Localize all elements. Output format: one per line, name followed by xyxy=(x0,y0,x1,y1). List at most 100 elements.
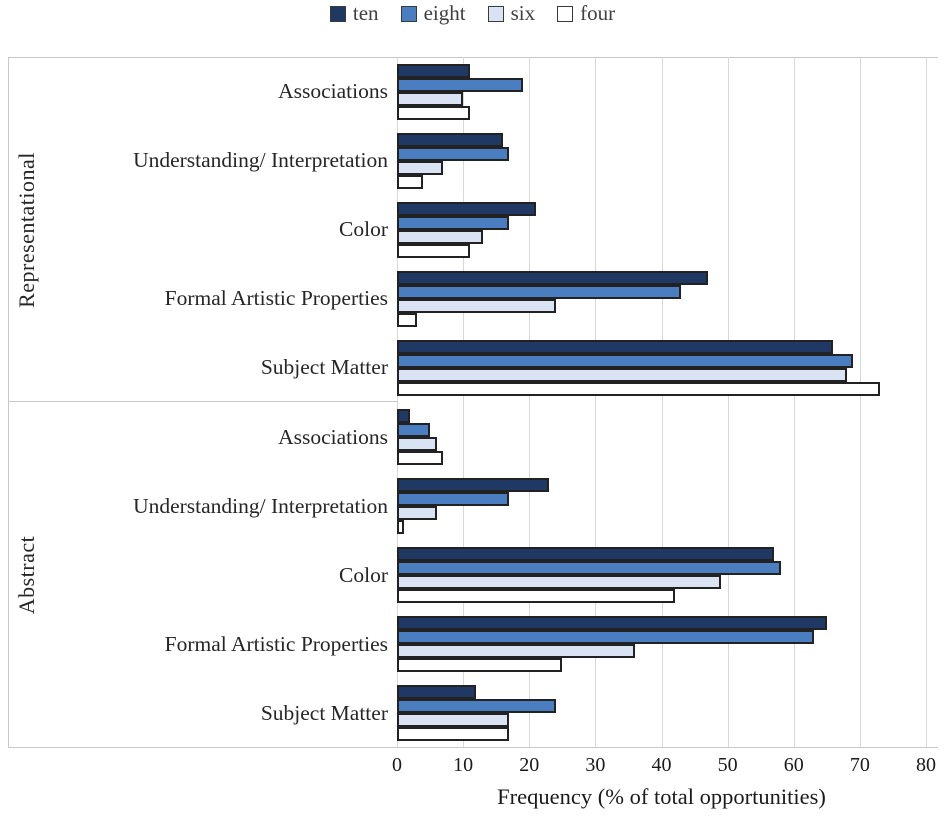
section-representational: Representational Associations Understandin… xyxy=(8,57,926,403)
plot-bottom-border xyxy=(8,747,938,748)
bar-eight xyxy=(397,422,431,437)
chart-legend: ten eight six four xyxy=(0,3,945,24)
bar-eight xyxy=(397,492,510,507)
category-label: Subject Matter xyxy=(260,355,388,380)
group-axis-label: Representational xyxy=(14,151,39,308)
x-tick-label-20: 20 xyxy=(519,754,540,776)
bar-four xyxy=(397,727,510,742)
bar-ten xyxy=(397,63,470,78)
bar-cluster xyxy=(397,264,926,333)
bar-four xyxy=(397,312,417,327)
x-axis-title: Frequency (% of total opportunities) xyxy=(497,784,826,809)
bar-six xyxy=(397,436,437,451)
bar-group-row: Understanding/ Interpretation xyxy=(8,472,926,541)
bar-group-row: Subject Matter xyxy=(8,333,926,402)
bar-six xyxy=(397,160,444,175)
bar-ten xyxy=(397,339,834,354)
legend-label: six xyxy=(510,1,536,25)
bar-six xyxy=(397,91,464,106)
bar-eight xyxy=(397,353,854,368)
bar-ten xyxy=(397,478,550,493)
bar-eight xyxy=(397,284,682,299)
category-label: Formal Artistic Properties xyxy=(164,631,388,656)
bar-four xyxy=(397,520,404,535)
bar-ten xyxy=(397,616,827,631)
bar-six xyxy=(397,713,510,728)
bar-four xyxy=(397,450,444,465)
bar-six xyxy=(397,367,847,382)
x-tick-label-40: 40 xyxy=(651,754,672,776)
category-label: Associations xyxy=(278,424,388,449)
x-tick-label-0: 0 xyxy=(392,754,402,776)
bar-group-row: Color xyxy=(8,195,926,264)
bar-cluster xyxy=(397,333,926,402)
plot-left-border xyxy=(8,57,9,748)
section-abstract: Abstract Associations Understanding/ Inter… xyxy=(8,402,926,747)
x-tick-label-80: 80 xyxy=(916,754,936,776)
bar-ten xyxy=(397,132,503,147)
bar-group-row: Subject Matter xyxy=(8,679,926,748)
legend-label: eight xyxy=(423,1,466,25)
bar-group-row: Formal Artistic Properties xyxy=(8,610,926,679)
bar-ten xyxy=(397,408,411,423)
category-label: Subject Matter xyxy=(260,700,388,725)
x-tick-label-10: 10 xyxy=(453,754,474,776)
legend-item-eight: eight xyxy=(400,1,466,25)
bar-group-row: Color xyxy=(8,541,926,610)
bar-six xyxy=(397,506,437,521)
category-label: Color xyxy=(339,217,388,242)
category-sections: Representational Associations Understandin… xyxy=(8,57,926,748)
group-axis-label: Abstract xyxy=(14,535,39,615)
bar-cluster xyxy=(397,126,926,195)
bar-four xyxy=(397,174,424,189)
bar-ten xyxy=(397,685,477,700)
legend-swatch-eight xyxy=(400,5,417,22)
bar-four xyxy=(397,243,470,258)
bar-eight xyxy=(397,561,781,576)
bar-six xyxy=(397,644,636,659)
bar-cluster xyxy=(397,57,926,126)
category-label: Formal Artistic Properties xyxy=(164,286,388,311)
x-tick-label-30: 30 xyxy=(585,754,606,776)
x-axis-ticks: 0 10 20 30 40 50 60 70 80 xyxy=(392,754,936,778)
legend-swatch-six xyxy=(487,5,504,22)
bar-eight xyxy=(397,215,510,230)
bar-group-row: Formal Artistic Properties xyxy=(8,264,926,333)
plot-top-border xyxy=(8,57,938,58)
legend-item-six: six xyxy=(487,1,536,25)
bar-ten xyxy=(397,547,774,562)
bar-six xyxy=(397,229,483,244)
bar-eight xyxy=(397,630,814,645)
legend-item-four: four xyxy=(557,3,615,24)
category-label: Understanding/ Interpretation xyxy=(133,493,388,518)
bar-group-row: Associations xyxy=(8,402,926,471)
x-tick-label-50: 50 xyxy=(717,754,738,776)
bar-cluster xyxy=(397,541,926,610)
legend-label: four xyxy=(580,1,616,25)
bar-four xyxy=(397,658,563,673)
bar-six xyxy=(397,575,721,590)
bar-eight xyxy=(397,699,556,714)
bar-group-row: Associations xyxy=(8,57,926,126)
section-divider-line xyxy=(8,401,397,403)
bar-ten xyxy=(397,270,708,285)
legend-item-ten: ten xyxy=(329,3,379,24)
bar-cluster xyxy=(397,679,926,748)
bar-group-row: Understanding/ Interpretation xyxy=(8,126,926,195)
legend-swatch-ten xyxy=(329,5,346,22)
category-label: Color xyxy=(339,562,388,587)
gridline-80 xyxy=(926,57,927,747)
x-tick-label-70: 70 xyxy=(849,754,870,776)
bar-four xyxy=(397,589,675,604)
bar-cluster xyxy=(397,195,926,264)
category-label: Understanding/ Interpretation xyxy=(133,148,388,173)
x-tick-label-60: 60 xyxy=(783,754,804,776)
bar-four xyxy=(397,381,880,396)
bar-eight xyxy=(397,146,510,161)
bar-four xyxy=(397,105,470,120)
bar-six xyxy=(397,298,556,313)
legend-swatch-four xyxy=(557,5,574,22)
bar-cluster xyxy=(397,610,926,679)
bar-ten xyxy=(397,201,536,216)
